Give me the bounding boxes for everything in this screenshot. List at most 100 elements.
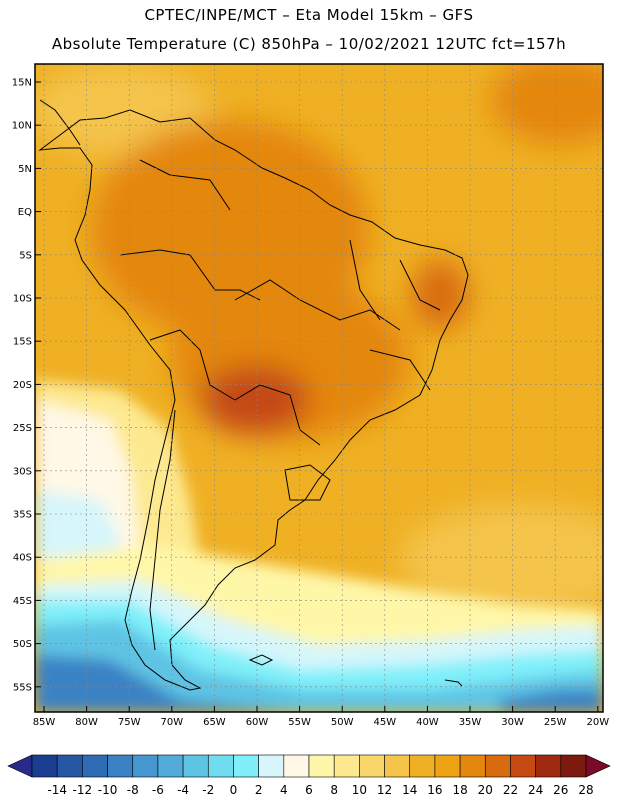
- lat-tick-label: 55S: [13, 682, 32, 693]
- lon-tick-label: 20W: [586, 717, 609, 728]
- colorbar-swatch: [560, 754, 587, 778]
- border-colombia-venezuela: [139, 159, 231, 211]
- lat-tick-label: 5S: [19, 250, 32, 261]
- south-america-coastline: [38, 109, 469, 691]
- border-brazil-states: [349, 239, 441, 391]
- lat-tick-label: 50S: [13, 639, 32, 650]
- colorbar-label: -8: [127, 783, 139, 797]
- lon-tick-label: 35W: [459, 717, 482, 728]
- lat-tick-label: 45S: [13, 596, 32, 607]
- colorbar-swatch: [409, 754, 436, 778]
- colorbar-swatch: [233, 754, 259, 778]
- colorbar-low-cap: [7, 754, 33, 778]
- lat-tick-label: 40S: [13, 553, 32, 564]
- colorbar-swatch: [157, 754, 184, 778]
- field-band-hot-core: [200, 365, 310, 435]
- falkland-islands: [248, 654, 274, 666]
- field-band-atlantic-north: [490, 64, 603, 145]
- colorbar-label: 0: [230, 783, 238, 797]
- field-band-northeast: [412, 260, 468, 330]
- map-frame: [34, 63, 604, 713]
- colorbar-swatch: [132, 754, 159, 778]
- field-band-south-atlantic: [400, 505, 603, 615]
- south-georgia: [444, 679, 463, 687]
- lat-tick-label: EQ: [18, 207, 32, 218]
- coastlines: [38, 99, 469, 691]
- colorbar-label: -2: [202, 783, 214, 797]
- colorbar-swatch: [82, 754, 108, 778]
- colorbar-swatch: [535, 754, 562, 778]
- colorbar-label: -14: [47, 783, 67, 797]
- lon-tick-label: 85W: [33, 717, 56, 728]
- temperature-field: [35, 64, 603, 712]
- colorbar-swatch: [484, 754, 511, 778]
- lon-tick-label: 40W: [416, 717, 439, 728]
- lon-tick-label: 65W: [203, 717, 226, 728]
- colorbar-label: -4: [177, 783, 189, 797]
- field-band-south-blue: [35, 620, 603, 712]
- lat-tick-label: 15N: [12, 78, 32, 89]
- lat-tick-label: 5N: [18, 164, 32, 175]
- gridlines: [35, 64, 603, 712]
- colorbar-label: 16: [427, 783, 442, 797]
- colorbar-swatch: [333, 754, 360, 778]
- colorbar: -14 -12 -10 -8 -6 -4 -2 0 2 4 6 8 10 12 14 16 18 20 22 24 26…: [7, 754, 611, 797]
- colorbar-label: 2: [255, 783, 263, 797]
- border-argentina-chile: [149, 409, 176, 651]
- colorbar-label: 24: [528, 783, 543, 797]
- lon-tick-label: 60W: [246, 717, 269, 728]
- lat-tick-label: 15S: [13, 337, 32, 348]
- colorbar-label: 10: [352, 783, 367, 797]
- colorbar-label: -6: [152, 783, 164, 797]
- colorbar-swatch: [283, 754, 310, 778]
- colorbar-label: -10: [98, 783, 118, 797]
- lon-tick-label: 80W: [75, 717, 98, 728]
- border-peru-bolivia: [149, 329, 236, 401]
- colorbar-swatch: [308, 754, 335, 778]
- field-band-southeast-deep: [500, 690, 603, 712]
- colorbar-label: 6: [305, 783, 313, 797]
- lat-tick-label: 20S: [13, 380, 32, 391]
- colorbar-swatch: [510, 754, 536, 778]
- lat-tick-label: 35S: [13, 510, 32, 521]
- latitude-axis: 15N 10N 5N EQ 5S 10S 15S 20S 25S 30S 35S 40S 45S 50S 5…: [12, 78, 41, 693]
- lon-tick-label: 70W: [160, 717, 183, 728]
- colorbar-swatch: [434, 754, 461, 778]
- lon-tick-label: 50W: [331, 717, 354, 728]
- colorbar-label: 14: [402, 783, 417, 797]
- colorbar-swatch: [31, 754, 58, 778]
- lat-tick-label: 30S: [13, 466, 32, 477]
- colorbar-label: 8: [330, 783, 338, 797]
- colorbar-label: 28: [578, 783, 593, 797]
- colorbar-label: 26: [553, 783, 568, 797]
- lon-tick-label: 30W: [501, 717, 524, 728]
- colorbar-high-cap: [585, 754, 611, 778]
- lon-tick-label: 75W: [118, 717, 141, 728]
- colorbar-swatch: [359, 754, 385, 778]
- map-title: CPTEC/INPE/MCT – Eta Model 15km – GFS: [144, 6, 474, 24]
- field-band-southwest-deep: [35, 655, 300, 712]
- colorbar-label: 4: [280, 783, 288, 797]
- central-america-coastline: [39, 99, 81, 146]
- map-subtitle: Absolute Temperature (C) 850hPa – 10/02/…: [51, 35, 567, 53]
- border-paraguay: [234, 384, 321, 446]
- colorbar-swatch: [207, 754, 234, 778]
- lat-tick-label: 10S: [13, 294, 32, 305]
- colorbar-label: 12: [377, 783, 392, 797]
- lat-tick-label: 10N: [12, 121, 32, 132]
- lon-tick-label: 45W: [373, 717, 396, 728]
- colorbar-label: 22: [503, 783, 518, 797]
- colorbar-swatch: [107, 754, 134, 778]
- colorbar-label: 20: [478, 783, 493, 797]
- colorbar-swatch: [459, 754, 486, 778]
- lat-tick-label: 25S: [13, 423, 32, 434]
- colorbar-swatch: [384, 754, 411, 778]
- lon-tick-label: 25W: [544, 717, 567, 728]
- colorbar-swatch: [56, 754, 83, 778]
- colorbar-swatch: [258, 754, 285, 778]
- border-amazon-west: [119, 249, 261, 301]
- colorbar-label: -12: [73, 783, 93, 797]
- longitude-axis: 85W 80W 75W 70W 65W 60W 55W 50W 45W 40W 35W 30W 25W 2…: [33, 706, 609, 728]
- colorbar-label: 18: [452, 783, 467, 797]
